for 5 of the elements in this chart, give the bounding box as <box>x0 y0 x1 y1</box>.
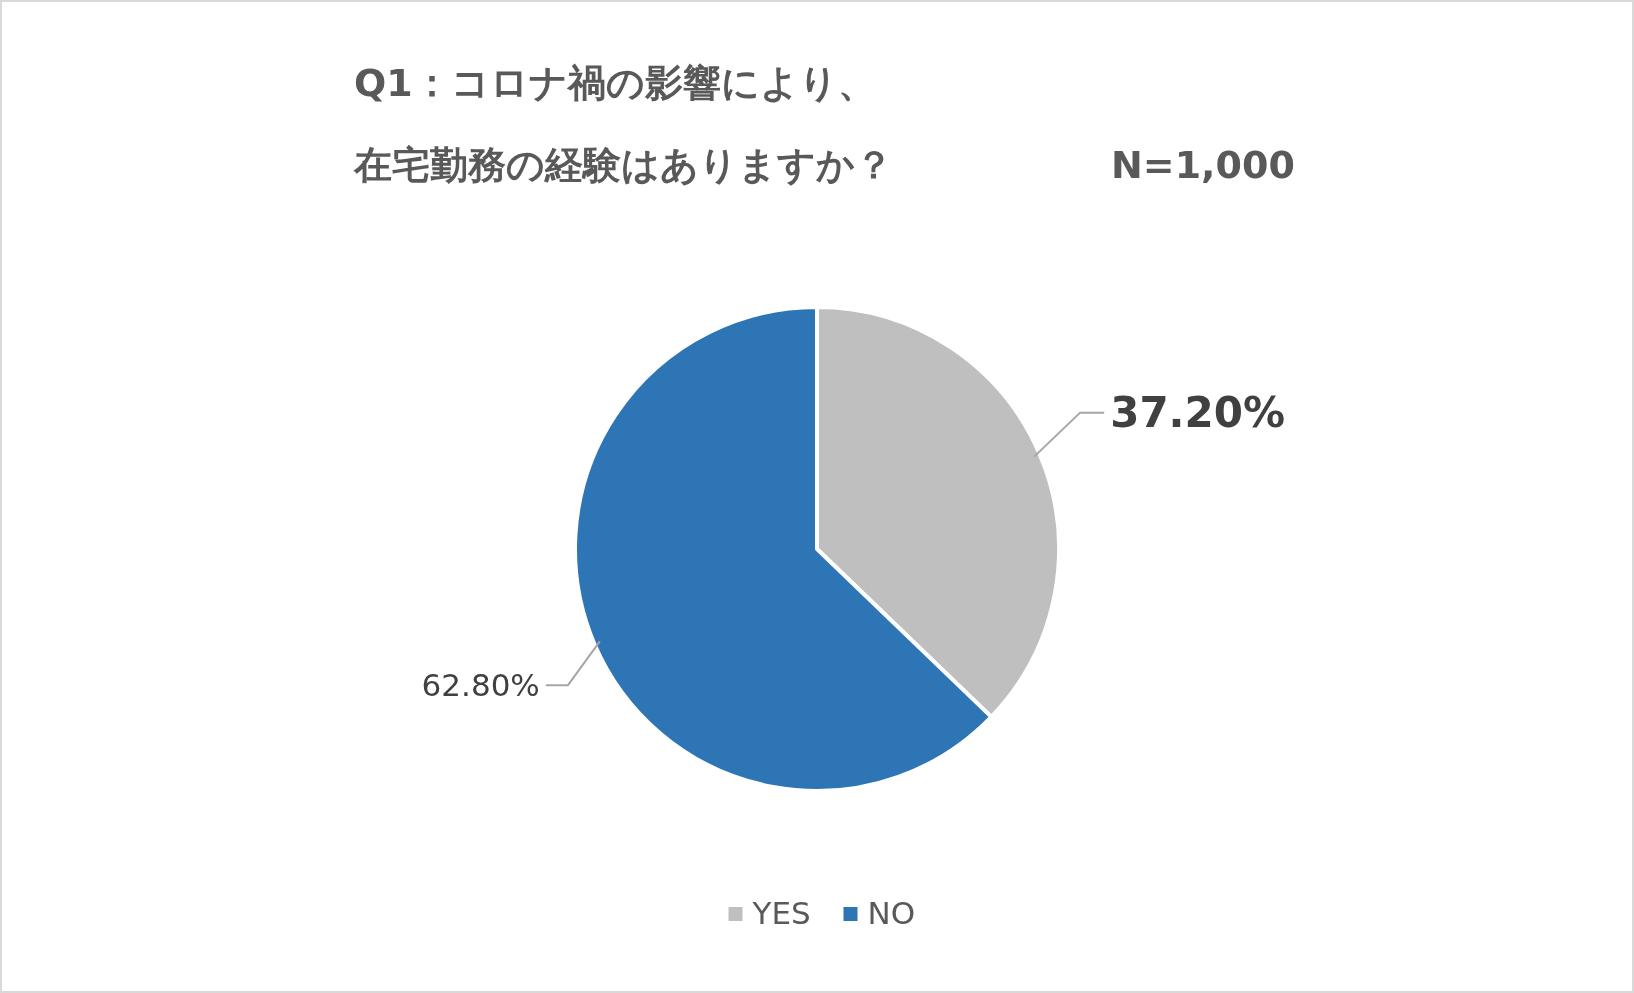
title: 在宅勤務の経験はありますか？ <box>354 143 893 187</box>
legend-label: NO <box>867 895 916 931</box>
title: Q1：コロナ禍の影響により、 <box>354 61 876 105</box>
subtitle: N=1,000 <box>1111 143 1295 187</box>
legend-label: YES <box>751 895 811 931</box>
